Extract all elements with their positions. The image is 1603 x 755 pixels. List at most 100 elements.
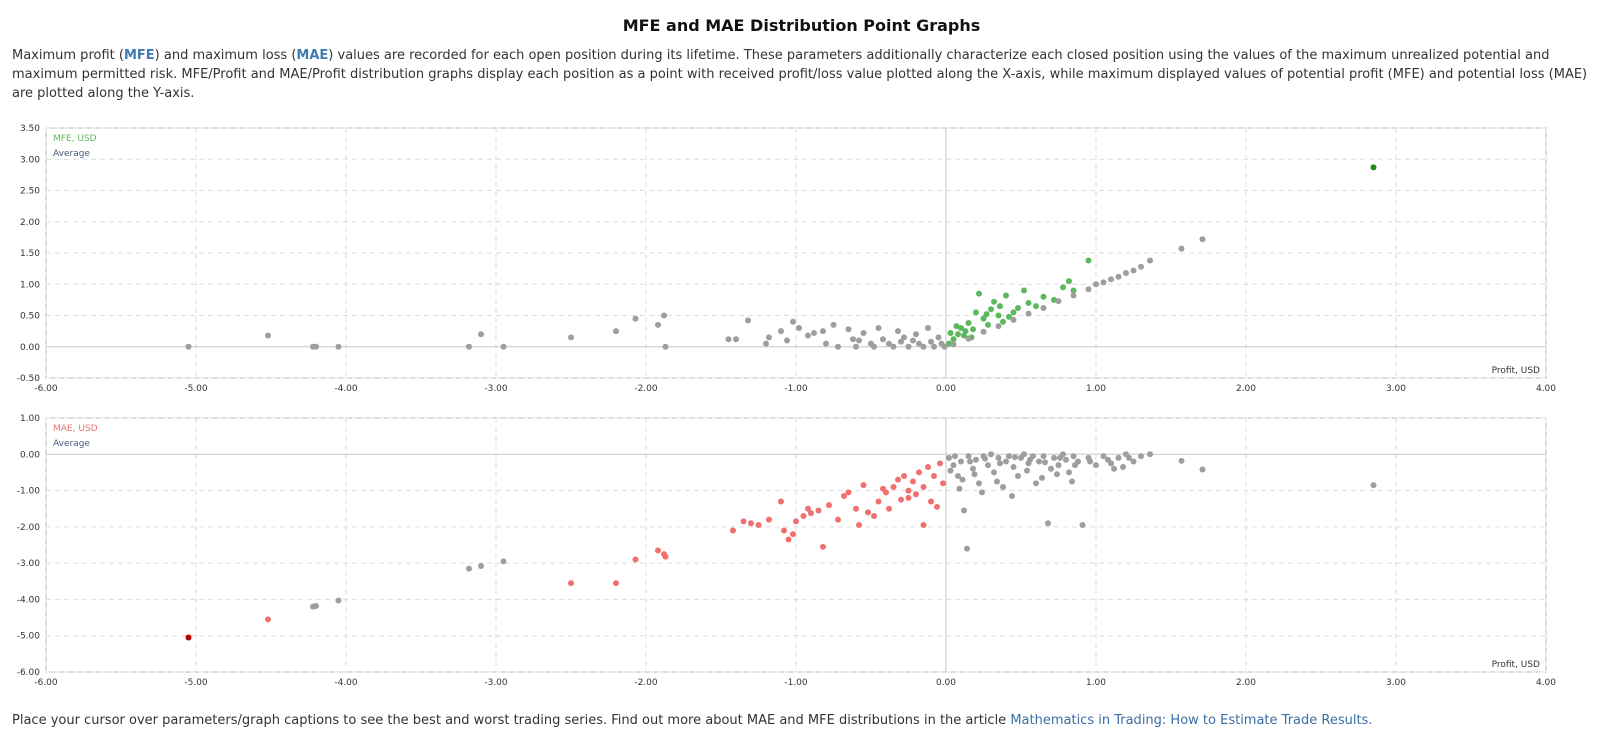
data-point-loss_and_breakeven_positions[interactable] bbox=[895, 328, 901, 335]
data-point-loss_positions[interactable] bbox=[740, 518, 747, 525]
data-point-profit_positions[interactable] bbox=[1093, 462, 1099, 469]
mfe-term[interactable]: MFE bbox=[123, 48, 155, 63]
data-point-profit_positions[interactable] bbox=[1057, 454, 1063, 461]
data-point-profit_positions[interactable] bbox=[1199, 466, 1206, 473]
data-point-profit_positions[interactable] bbox=[956, 485, 963, 492]
data-point-profit_positions[interactable] bbox=[994, 478, 1000, 485]
data-point-loss_positions[interactable] bbox=[748, 520, 754, 527]
data-point-profit_positions[interactable] bbox=[959, 476, 966, 483]
data-point-profit_positions[interactable] bbox=[982, 455, 988, 462]
data-point-loss_and_breakeven_positions[interactable] bbox=[185, 343, 192, 350]
data-point-profit_positions[interactable] bbox=[995, 454, 1002, 461]
data-point-profit_positions[interactable] bbox=[1051, 296, 1057, 303]
data-point-loss_and_breakeven_positions[interactable] bbox=[784, 337, 790, 344]
data-point-loss_positions[interactable] bbox=[820, 543, 826, 550]
data-point-loss_and_breakeven_positions[interactable] bbox=[1147, 257, 1153, 264]
data-point-profit_positions[interactable] bbox=[970, 465, 976, 472]
data-point-profit_positions[interactable] bbox=[1000, 483, 1006, 490]
legend-average-label[interactable]: Average bbox=[53, 149, 90, 159]
data-point-loss_and_breakeven_positions[interactable] bbox=[853, 343, 859, 350]
data-point-loss_positions[interactable] bbox=[613, 580, 619, 587]
data-point-loss_positions[interactable] bbox=[886, 505, 892, 512]
data-point-loss_positions[interactable] bbox=[766, 516, 772, 523]
data-point-loss_and_breakeven_positions[interactable] bbox=[466, 343, 472, 350]
data-point-profit_positions[interactable] bbox=[466, 565, 472, 572]
data-point-profit_positions[interactable] bbox=[947, 330, 954, 336]
data-point-profit_positions[interactable] bbox=[1138, 453, 1144, 460]
data-point-profit_positions[interactable] bbox=[1126, 454, 1132, 461]
data-point-profit_positions[interactable] bbox=[1069, 478, 1075, 485]
data-point-loss_positions[interactable] bbox=[925, 463, 931, 470]
data-point-loss_positions[interactable] bbox=[905, 494, 912, 501]
data-point-loss_and_breakeven_positions[interactable] bbox=[265, 332, 271, 339]
data-point-loss_positions[interactable] bbox=[778, 498, 784, 505]
data-point-profit_positions[interactable] bbox=[962, 328, 969, 335]
data-point-profit_positions[interactable] bbox=[1070, 453, 1077, 460]
data-point-profit_positions[interactable] bbox=[985, 321, 991, 328]
data-point-loss_and_breakeven_positions[interactable] bbox=[860, 330, 867, 336]
data-point-profit_positions[interactable] bbox=[971, 471, 978, 478]
data-point-loss_and_breakeven_positions[interactable] bbox=[1115, 273, 1122, 280]
data-point-profit_positions[interactable] bbox=[958, 458, 964, 465]
data-point-loss_and_breakeven_positions[interactable] bbox=[1108, 276, 1114, 283]
data-point-profit_positions[interactable] bbox=[988, 451, 994, 458]
data-point-profit_positions[interactable] bbox=[976, 290, 982, 297]
data-point-loss_and_breakeven_positions[interactable] bbox=[745, 317, 751, 324]
mae-term[interactable]: MAE bbox=[296, 48, 329, 63]
data-point-loss_positions[interactable] bbox=[793, 518, 799, 525]
data-point-loss_positions[interactable] bbox=[835, 516, 841, 523]
data-point-profit_positions[interactable] bbox=[1000, 318, 1006, 325]
data-point-profit_positions[interactable] bbox=[997, 303, 1003, 310]
data-point-loss_positions[interactable] bbox=[790, 531, 796, 538]
data-point-profit_positions[interactable] bbox=[1079, 522, 1086, 529]
data-point-loss_and_breakeven_positions[interactable] bbox=[920, 343, 927, 350]
x-axis-label[interactable]: Profit, USD bbox=[1492, 660, 1540, 670]
data-point-profit_positions[interactable] bbox=[1108, 460, 1114, 467]
data-point-loss_and_breakeven_positions[interactable] bbox=[965, 335, 972, 342]
data-point-profit_positions[interactable] bbox=[1033, 480, 1039, 487]
data-point-profit_positions[interactable] bbox=[1010, 309, 1017, 316]
data-point-profit_positions[interactable] bbox=[1063, 456, 1069, 463]
data-point-loss_positions[interactable] bbox=[800, 512, 807, 519]
data-point-loss_positions[interactable] bbox=[920, 522, 927, 529]
data-point-profit_positions[interactable] bbox=[950, 462, 957, 469]
data-point-loss_positions[interactable] bbox=[913, 491, 919, 498]
data-point-loss_positions[interactable] bbox=[916, 469, 922, 476]
data-point-profit_positions[interactable] bbox=[976, 480, 982, 487]
data-point-loss_and_breakeven_positions[interactable] bbox=[1025, 310, 1032, 317]
data-point-loss_positions[interactable] bbox=[931, 473, 937, 480]
data-point-loss_and_breakeven_positions[interactable] bbox=[913, 331, 919, 338]
data-point-loss_and_breakeven_positions[interactable] bbox=[790, 318, 796, 325]
data-point-profit_positions[interactable] bbox=[1033, 303, 1039, 310]
data-point-loss_positions[interactable] bbox=[898, 496, 904, 503]
data-point-loss_positions[interactable] bbox=[808, 510, 814, 517]
data-point-profit_positions[interactable] bbox=[1054, 471, 1060, 478]
data-point-loss_and_breakeven_positions[interactable] bbox=[766, 334, 772, 341]
data-point-loss_and_breakeven_positions[interactable] bbox=[880, 336, 886, 343]
data-point-profit_positions[interactable] bbox=[1147, 451, 1153, 458]
data-point-loss_and_breakeven_positions[interactable] bbox=[850, 336, 856, 343]
data-point-profit_positions[interactable] bbox=[1115, 454, 1122, 461]
data-point-loss_positions[interactable] bbox=[265, 616, 271, 623]
data-point-loss_and_breakeven_positions[interactable] bbox=[778, 328, 784, 335]
data-point-loss_and_breakeven_positions[interactable] bbox=[845, 326, 852, 333]
data-point-loss_positions[interactable] bbox=[655, 547, 661, 554]
data-point-profit_positions[interactable] bbox=[1003, 458, 1009, 465]
data-point-profit_positions[interactable] bbox=[1100, 453, 1107, 460]
article-link[interactable]: Mathematics in Trading: How to Estimate … bbox=[1010, 713, 1373, 728]
data-point-loss_positions[interactable] bbox=[905, 487, 912, 494]
data-point-profit_positions[interactable] bbox=[1072, 462, 1078, 469]
data-point-loss_and_breakeven_positions[interactable] bbox=[632, 315, 639, 322]
data-point-loss_and_breakeven_positions[interactable] bbox=[811, 330, 817, 336]
data-point-loss_and_breakeven_positions[interactable] bbox=[823, 340, 829, 347]
data-point-loss_and_breakeven_positions[interactable] bbox=[830, 321, 837, 328]
data-point-profit_positions[interactable] bbox=[1012, 454, 1018, 461]
data-point-loss_and_breakeven_positions[interactable] bbox=[1130, 267, 1137, 274]
data-point-loss_and_breakeven_positions[interactable] bbox=[950, 341, 957, 348]
data-point-loss_and_breakeven_positions[interactable] bbox=[1123, 270, 1129, 276]
data-point-loss_positions[interactable] bbox=[920, 483, 927, 490]
data-point-loss_positions[interactable] bbox=[632, 556, 639, 563]
data-point-profit_positions[interactable] bbox=[1003, 292, 1009, 299]
data-point-profit_positions[interactable] bbox=[1036, 458, 1042, 465]
data-point-loss_and_breakeven_positions[interactable] bbox=[980, 328, 987, 335]
